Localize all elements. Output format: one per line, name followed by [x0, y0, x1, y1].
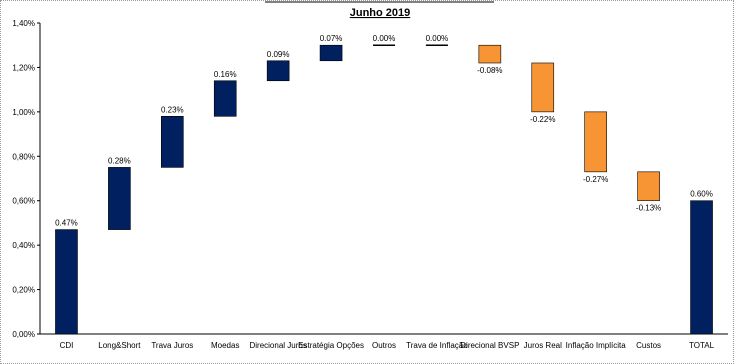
data-label: -0.13%	[636, 204, 661, 213]
bar-12	[690, 200, 713, 335]
bar-8	[478, 44, 502, 64]
x-tick-label: Moedas	[211, 341, 239, 350]
x-axis: CDI Long&Short Trava Juros Moedas Direcional…	[40, 333, 728, 350]
data-label: 0.16%	[214, 70, 237, 79]
bar-1	[108, 167, 131, 230]
bar-3	[213, 80, 237, 117]
x-tick-label: CDI	[60, 341, 74, 350]
x-tick-label: Direcional Juros	[249, 341, 306, 350]
bars	[55, 44, 713, 335]
data-label: -0.22%	[530, 115, 555, 124]
data-label: 0.09%	[267, 50, 290, 59]
bar-10	[584, 111, 607, 173]
x-tick-label: Long&Short	[98, 341, 141, 350]
y-tick-label: 1,20%	[12, 63, 35, 72]
y-tick-label: 1,00%	[12, 108, 35, 117]
y-tick-label: 0,20%	[12, 286, 35, 295]
y-tick-label: 0,00%	[12, 330, 35, 339]
bar-0	[55, 229, 78, 335]
data-label: 0.47%	[55, 219, 78, 228]
data-labels: 0.47% 0.28% 0.23% 0.16% 0.09% 0.07% 0.00% 0.00%…	[55, 34, 713, 227]
data-label: -0.08%	[477, 66, 502, 75]
x-tick-label: Direcional BVSP	[460, 341, 519, 350]
bar-5	[319, 44, 343, 62]
x-tick-label: Estratégia Opções	[298, 341, 364, 350]
x-tick-label: Trava de Inflação	[406, 341, 468, 350]
x-tick-label: Juros Real	[524, 341, 562, 350]
bar-9	[531, 62, 555, 113]
bar-2	[161, 116, 184, 168]
data-label: 0.00%	[426, 34, 449, 43]
y-tick-label: 1,40%	[12, 19, 35, 28]
y-tick-label: 0,40%	[12, 241, 35, 250]
x-tick-label: Outros	[372, 341, 396, 350]
y-tick-label: 0,60%	[12, 197, 35, 206]
y-tick-label: 0,80%	[12, 152, 35, 161]
data-label: 0.28%	[108, 156, 131, 165]
data-label: -0.27%	[583, 175, 608, 184]
chart-title: Junho 2019	[350, 7, 411, 19]
y-axis: 0,00% 0,20% 0,40% 0,60% 0,80% 1,00% 1,20% 1,40%	[12, 19, 41, 339]
x-tick-label: Custos	[636, 341, 661, 350]
bar-4	[266, 60, 290, 82]
x-tick-label: TOTAL	[689, 341, 715, 350]
data-label: 0.07%	[320, 34, 343, 43]
x-tick-label: Trava Juros	[151, 341, 193, 350]
bar-11	[637, 171, 660, 202]
data-label: 0.00%	[373, 34, 396, 43]
x-tick-label: Inflação Implícita	[566, 341, 627, 350]
data-label: 0.60%	[690, 190, 713, 199]
data-label: 0.23%	[161, 105, 184, 114]
